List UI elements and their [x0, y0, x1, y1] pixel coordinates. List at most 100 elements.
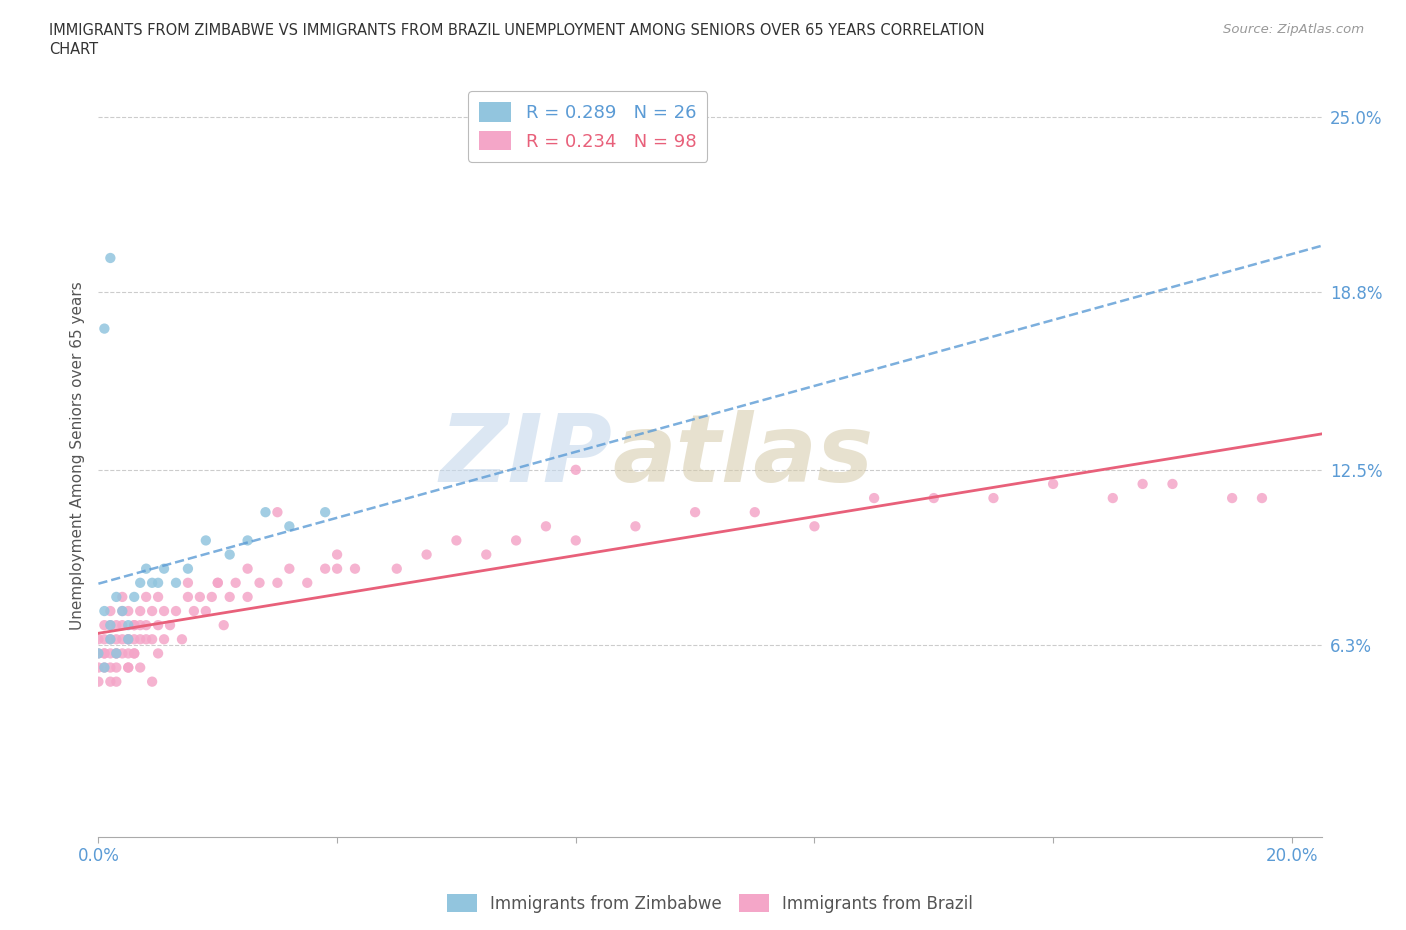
- Point: [141, 631, 163, 646]
- Point: [122, 646, 145, 661]
- Point: [98, 631, 121, 646]
- Point: [153, 631, 176, 646]
- Point: [385, 561, 408, 576]
- Point: [98, 618, 121, 632]
- Point: [105, 631, 128, 646]
- Point: [177, 590, 200, 604]
- Text: Source: ZipAtlas.com: Source: ZipAtlas.com: [1223, 23, 1364, 36]
- Point: [278, 561, 301, 576]
- Legend: Immigrants from Zimbabwe, Immigrants from Brazil: Immigrants from Zimbabwe, Immigrants fro…: [440, 887, 980, 919]
- Point: [1042, 476, 1064, 491]
- Point: [314, 505, 336, 520]
- Point: [129, 618, 152, 632]
- Point: [236, 561, 259, 576]
- Point: [111, 590, 134, 604]
- Point: [188, 590, 211, 604]
- Point: [194, 604, 217, 618]
- Point: [98, 618, 121, 632]
- Text: atlas: atlas: [612, 410, 873, 501]
- Point: [122, 631, 145, 646]
- Point: [117, 660, 139, 675]
- Point: [1132, 476, 1154, 491]
- Point: [98, 674, 121, 689]
- Point: [170, 631, 193, 646]
- Point: [266, 505, 288, 520]
- Point: [135, 631, 157, 646]
- Point: [98, 660, 121, 675]
- Point: [624, 519, 647, 534]
- Point: [141, 674, 163, 689]
- Point: [446, 533, 468, 548]
- Point: [122, 618, 145, 632]
- Point: [177, 561, 200, 576]
- Point: [254, 505, 277, 520]
- Point: [111, 604, 134, 618]
- Point: [225, 576, 247, 591]
- Point: [117, 618, 139, 632]
- Point: [135, 561, 157, 576]
- Point: [105, 618, 128, 632]
- Point: [146, 576, 169, 591]
- Point: [141, 604, 163, 618]
- Point: [105, 646, 128, 661]
- Point: [201, 590, 224, 604]
- Point: [207, 576, 229, 591]
- Point: [314, 561, 336, 576]
- Point: [117, 660, 139, 675]
- Point: [135, 590, 157, 604]
- Point: [129, 660, 152, 675]
- Point: [218, 547, 240, 562]
- Point: [117, 631, 139, 646]
- Point: [249, 576, 271, 591]
- Point: [326, 547, 349, 562]
- Point: [236, 533, 259, 548]
- Point: [93, 660, 115, 675]
- Point: [415, 547, 437, 562]
- Point: [111, 631, 134, 646]
- Point: [111, 646, 134, 661]
- Point: [218, 590, 240, 604]
- Y-axis label: Unemployment Among Seniors over 65 years: Unemployment Among Seniors over 65 years: [69, 282, 84, 631]
- Point: [146, 618, 169, 632]
- Point: [475, 547, 498, 562]
- Point: [212, 618, 235, 632]
- Point: [93, 660, 115, 675]
- Point: [153, 561, 176, 576]
- Point: [122, 618, 145, 632]
- Point: [117, 646, 139, 661]
- Point: [87, 646, 110, 661]
- Point: [922, 491, 945, 506]
- Point: [135, 618, 157, 632]
- Text: ZIP: ZIP: [439, 410, 612, 501]
- Point: [1251, 491, 1274, 506]
- Text: IMMIGRANTS FROM ZIMBABWE VS IMMIGRANTS FROM BRAZIL UNEMPLOYMENT AMONG SENIORS OV: IMMIGRANTS FROM ZIMBABWE VS IMMIGRANTS F…: [49, 23, 984, 38]
- Point: [93, 646, 115, 661]
- Point: [93, 321, 115, 336]
- Point: [98, 631, 121, 646]
- Text: CHART: CHART: [49, 42, 98, 57]
- Point: [1161, 476, 1184, 491]
- Point: [165, 604, 187, 618]
- Point: [326, 561, 349, 576]
- Point: [117, 604, 139, 618]
- Point: [129, 576, 152, 591]
- Point: [1101, 491, 1123, 506]
- Point: [146, 590, 169, 604]
- Point: [117, 631, 139, 646]
- Point: [683, 505, 706, 520]
- Point: [87, 660, 110, 675]
- Point: [863, 491, 886, 506]
- Point: [122, 590, 145, 604]
- Point: [141, 576, 163, 591]
- Point: [565, 533, 588, 548]
- Point: [129, 631, 152, 646]
- Point: [177, 576, 200, 591]
- Point: [117, 631, 139, 646]
- Point: [122, 646, 145, 661]
- Point: [146, 646, 169, 661]
- Point: [93, 646, 115, 661]
- Point: [194, 533, 217, 548]
- Point: [93, 604, 115, 618]
- Point: [105, 646, 128, 661]
- Point: [565, 462, 588, 477]
